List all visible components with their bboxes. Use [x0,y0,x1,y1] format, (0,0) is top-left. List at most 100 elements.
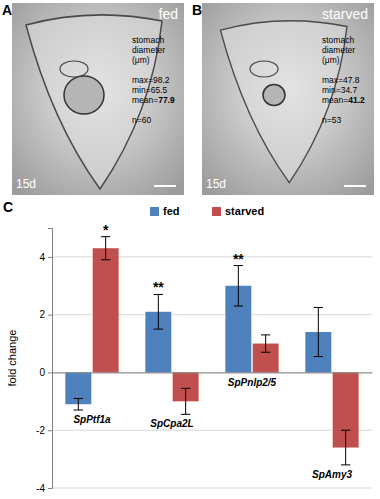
y-tick-mark [48,372,52,373]
error-cap [314,356,323,357]
caption: (μm) [132,55,150,65]
error-stem [105,237,106,260]
stomach [64,76,104,114]
condition: fed [159,6,178,22]
stat: max=98.2 [132,75,170,85]
annotations: ***** [103,222,244,296]
mean-value: 77.9 [158,95,175,105]
error-stem [238,266,239,306]
grid-line [52,430,372,431]
y-tick-label: 4 [39,252,45,263]
stomach [263,85,285,106]
y-tick-mark [48,257,52,258]
mean-label: mean= [132,95,158,105]
error-bar [101,237,110,260]
error-bar [154,294,163,329]
legend: fedstarved [150,205,264,217]
x-tick: SpPtf1a [73,414,111,425]
error-cap [181,388,190,389]
x-tick: SpPnlp2/5 [228,377,277,388]
error-stem [185,388,186,414]
y-tick-mark [48,315,52,316]
panel-label: A [2,2,12,18]
error-stem [318,307,319,356]
error-cap [341,464,350,465]
legend-swatch [212,207,221,216]
error-bar [74,398,83,410]
y-tick: -2 [36,425,52,436]
canvas: Afedstomachdiameter(μm)max=98.2min=65.5m… [0,0,380,499]
panel-label: C [3,199,13,215]
micrograph [12,3,184,195]
panel-label: B [192,2,202,18]
error-bar [261,335,270,352]
legend-label: fed [163,205,180,217]
scale-bar [344,185,366,187]
caption: stomach [132,35,164,45]
x-tick-label: SpPtf1a [73,414,111,425]
gut [60,61,88,77]
error-bar [181,388,190,414]
error-cap [74,410,83,411]
y-tick: 0 [39,367,52,378]
y-tick: -4 [36,483,52,494]
y-axis: -4 -2 0 2 4 [36,229,52,494]
error-cap [234,306,243,307]
error-cap [341,430,350,431]
error-stem [265,335,266,352]
x-tick-label: SpPnlp2/5 [228,377,277,388]
y-tick-label: 0 [39,367,45,378]
condition: starved [322,6,368,22]
y-tick-label: 2 [39,309,45,320]
error-cap [74,398,83,399]
caption: diameter [322,45,355,55]
caption: diameter [132,45,165,55]
y-axis-line [48,229,53,489]
x-tick-label: SpAmy3 [312,469,352,480]
error-bar [234,266,243,306]
legend-swatch [150,207,159,216]
error-cap [261,334,270,335]
stat: min=34.7 [322,85,357,95]
age: 15d [206,177,226,191]
error-stem [78,398,79,410]
x-tick-label: SpCpa2L [150,418,193,429]
y-tick-label: -2 [36,425,45,436]
sample-size: n=60 [132,115,151,125]
error-stem [345,430,346,465]
grid-line [52,488,372,489]
caption: (μm) [322,55,340,65]
scale-bar [154,185,176,187]
error-cap [181,414,190,415]
image-panel: Afed stomachdiameter(μm) max=98.2min=65.5m… [2,2,184,195]
x-tick: SpAmy3 [312,469,352,480]
mean-stat: mean=41.2 [322,95,365,105]
mean-label: mean= [322,95,348,105]
significance: ** [153,279,164,295]
y-tick-mark [48,488,52,489]
image-panel: Bstarvedstomachdiameter(μm)max=47.8min=3… [192,2,374,195]
error-cap [261,352,270,353]
y-axis-title: fold change [6,330,18,387]
micrograph [202,3,374,195]
figure: Afedstomachdiameter(μm)max=98.2min=65.5m… [0,0,380,499]
y-tick: 4 [39,252,52,263]
significance: ** [233,251,244,267]
plot-marks [65,237,358,465]
y-tick-label: -4 [36,483,45,494]
error-bar [341,430,350,465]
bar [93,248,119,372]
gut [250,61,278,77]
y-tick-mark [48,430,52,431]
error-bar [314,307,323,356]
sample-size: n=53 [322,115,341,125]
error-cap [314,307,323,308]
significance: * [103,222,109,238]
y-tick: 2 [39,309,52,320]
error-stem [158,294,159,329]
mean-value: 41.2 [348,95,365,105]
mean-stat: mean=77.9 [132,95,175,105]
zero-line [53,372,373,373]
error-cap [101,259,110,260]
stat: min=65.5 [132,85,167,95]
